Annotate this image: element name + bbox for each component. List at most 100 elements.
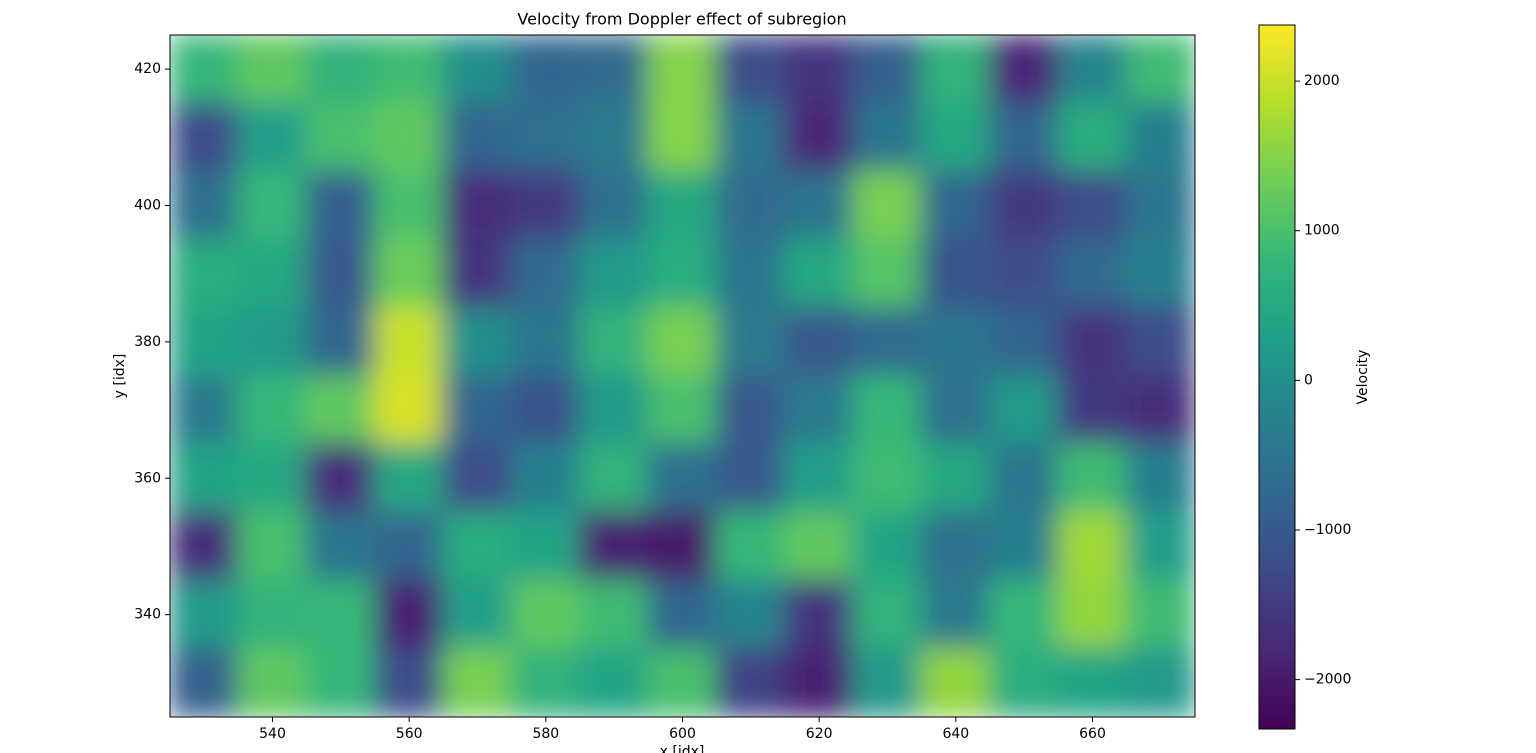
heatmap-cell [510, 443, 581, 514]
heatmap-cell [920, 579, 991, 650]
heatmap-cell [784, 102, 855, 173]
heatmap-cell [170, 35, 240, 105]
heatmap-cell [989, 443, 1060, 514]
heatmap-cell [920, 511, 991, 582]
heatmap-cell [442, 443, 513, 514]
heatmap-cell [784, 511, 855, 582]
x-tick-label: 640 [942, 726, 969, 742]
heatmap-cell [170, 647, 240, 717]
heatmap-cell [579, 647, 650, 717]
heatmap-cell [579, 579, 650, 650]
heatmap-cell [647, 375, 718, 446]
y-tick-label: 380 [134, 334, 161, 350]
heatmap-cell [920, 443, 991, 514]
heatmap-cell [442, 375, 513, 446]
heatmap-cell [237, 647, 308, 717]
heatmap-cell [579, 443, 650, 514]
heatmap-cell [852, 647, 923, 717]
heatmap-cell [442, 35, 513, 105]
heatmap-cell [715, 579, 786, 650]
heatmap-cell [920, 647, 991, 717]
heatmap-cell [579, 511, 650, 582]
heatmap-cell [374, 306, 445, 377]
heatmap-cell [442, 170, 513, 241]
heatmap-cell [989, 511, 1060, 582]
heatmap-cell [374, 35, 445, 105]
heatmap-cell [579, 102, 650, 173]
heatmap-cell [1057, 511, 1128, 582]
heatmap-cell [170, 102, 240, 173]
heatmap-cell [989, 375, 1060, 446]
heatmap-cell [920, 102, 991, 173]
heatmap-cell [1125, 102, 1195, 173]
x-tick-label: 580 [532, 726, 559, 742]
x-axis-label: x [idx] [660, 744, 705, 753]
heatmap-cell [784, 375, 855, 446]
heatmap-cell [510, 511, 581, 582]
heatmap-cell [510, 238, 581, 309]
heatmap-cell [510, 170, 581, 241]
heatmap-cell [510, 306, 581, 377]
heatmap-cell [442, 102, 513, 173]
heatmap-cell [374, 170, 445, 241]
heatmap-cell [442, 511, 513, 582]
heatmap-cell [647, 443, 718, 514]
heatmap-cell [305, 306, 376, 377]
heatmap-cell [852, 443, 923, 514]
y-axis-label: y [idx] [112, 354, 128, 399]
heatmap-cell [305, 647, 376, 717]
heatmap-cells [170, 35, 1195, 717]
heatmap-cell [989, 102, 1060, 173]
heatmap-cell [1057, 35, 1128, 105]
heatmap-cell [305, 375, 376, 446]
heatmap-cell [1125, 375, 1195, 446]
heatmap-cell [852, 375, 923, 446]
colorbar-tick-label: −1000 [1304, 522, 1351, 538]
heatmap-cell [1057, 579, 1128, 650]
heatmap-cell [852, 511, 923, 582]
heatmap-cell [1057, 102, 1128, 173]
heatmap-cell [442, 306, 513, 377]
heatmap-cell [1057, 375, 1128, 446]
heatmap-cell [784, 238, 855, 309]
heatmap-cell [1057, 647, 1128, 717]
heatmap-cell [715, 170, 786, 241]
y-tick-label: 360 [134, 470, 161, 486]
heatmap-cell [784, 306, 855, 377]
heatmap-cell [784, 647, 855, 717]
heatmap-cell [579, 170, 650, 241]
heatmap-cell [237, 170, 308, 241]
heatmap-cell [170, 511, 240, 582]
x-tick-label: 620 [806, 726, 833, 742]
colorbar-tick-label: 1000 [1304, 223, 1340, 239]
heatmap-cell [989, 306, 1060, 377]
heatmap-cell [237, 238, 308, 309]
heatmap-cell [237, 306, 308, 377]
heatmap-cell [374, 102, 445, 173]
heatmap-cell [784, 35, 855, 105]
heatmap-cell [237, 375, 308, 446]
heatmap-cell [715, 647, 786, 717]
heatmap-cell [989, 579, 1060, 650]
heatmap-cell [442, 647, 513, 717]
x-tick-label: 660 [1079, 726, 1106, 742]
heatmap-cell [510, 579, 581, 650]
heatmap-cell [647, 102, 718, 173]
heatmap-cell [647, 170, 718, 241]
heatmap-cell [852, 306, 923, 377]
heatmap-cell [647, 35, 718, 105]
heatmap-cell [920, 170, 991, 241]
heatmap-cell [852, 102, 923, 173]
heatmap-cell [715, 238, 786, 309]
heatmap-cell [647, 238, 718, 309]
heatmap-cell [1125, 170, 1195, 241]
heatmap-cell [1125, 306, 1195, 377]
heatmap-cell [510, 647, 581, 717]
heatmap-cell [1125, 443, 1195, 514]
x-tick-label: 560 [396, 726, 423, 742]
chart-title: Velocity from Doppler effect of subregio… [517, 10, 846, 29]
heatmap-cell [920, 238, 991, 309]
heatmap-cell [852, 35, 923, 105]
heatmap-cell [170, 375, 240, 446]
